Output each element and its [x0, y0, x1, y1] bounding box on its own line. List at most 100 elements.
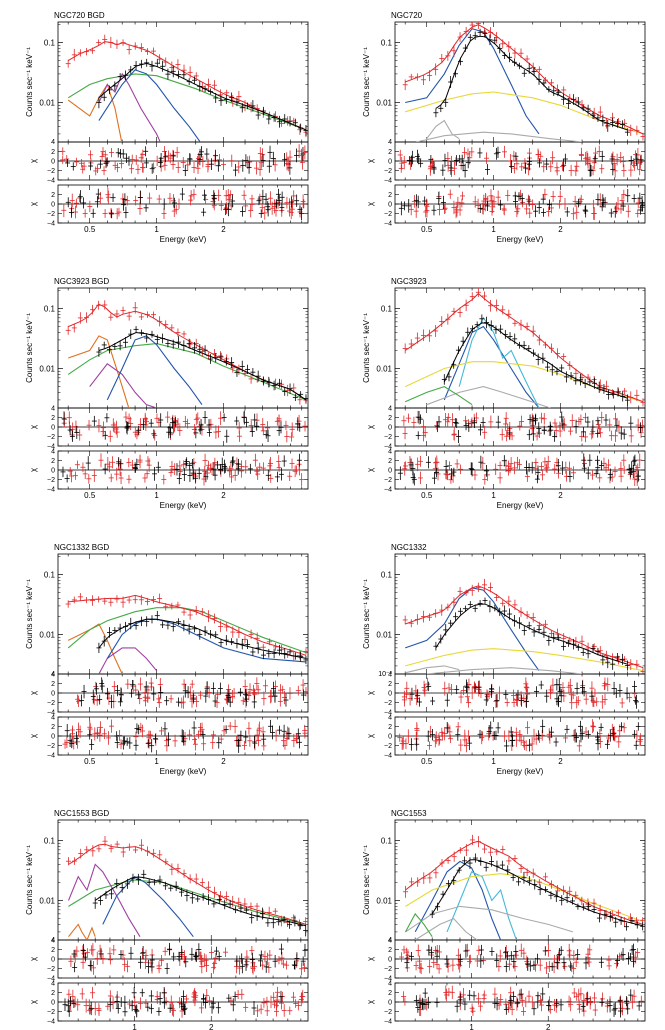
- residual-point: [518, 988, 524, 1000]
- residual-point: [105, 190, 111, 204]
- residual-point: [211, 462, 217, 476]
- residual-point: [502, 730, 508, 742]
- residual-point: [116, 457, 122, 467]
- residual-point: [144, 469, 150, 479]
- residual-point: [94, 196, 100, 208]
- data-series-black: [433, 597, 630, 671]
- residual-point: [162, 946, 168, 956]
- residual-point: [228, 190, 234, 199]
- chi-tick-label: 2: [51, 724, 55, 731]
- residual-point: [157, 992, 163, 1005]
- chi-tick-label: 2: [388, 458, 392, 465]
- residual-point: [129, 154, 135, 165]
- residual-point: [585, 466, 591, 480]
- residual-point: [509, 735, 515, 746]
- data-series-black-point: [606, 389, 612, 400]
- residual-point: [550, 191, 556, 202]
- residual-point: [477, 729, 483, 739]
- residual-point: [526, 195, 532, 207]
- residual-point: [416, 410, 422, 425]
- residual-point: [226, 994, 232, 1003]
- residual-point: [124, 960, 130, 973]
- residual-point: [592, 688, 598, 698]
- residual-point: [547, 686, 553, 700]
- residual-point: [227, 721, 233, 731]
- data-series-red-point: [615, 909, 621, 916]
- model-components: [65, 34, 308, 142]
- residual-point: [64, 474, 70, 483]
- residual-point: [161, 208, 167, 220]
- residual-point: [595, 429, 601, 438]
- residual-point: [226, 194, 232, 205]
- residual-point: [436, 945, 442, 959]
- residual-point: [620, 947, 626, 961]
- residual-point: [521, 947, 527, 959]
- residual-point: [424, 199, 430, 214]
- residual-point: [417, 455, 423, 467]
- residual-point: [215, 1001, 221, 1014]
- residual-point: [497, 686, 503, 700]
- residual-point: [296, 414, 302, 428]
- residual-point: [99, 679, 105, 693]
- chi-axis-label: χ: [29, 467, 38, 472]
- residual-point: [401, 415, 407, 426]
- data-series-red-point: [433, 324, 439, 337]
- data-series-red-point: [622, 387, 628, 395]
- residual-point: [451, 200, 457, 215]
- residual-point: [448, 684, 454, 696]
- residual-point: [637, 155, 643, 169]
- residual-point: [192, 994, 198, 1007]
- residual-point: [535, 730, 541, 741]
- residual-point: [609, 153, 615, 165]
- residual-point: [197, 425, 203, 435]
- data-series-red-point: [628, 124, 634, 136]
- residual-point: [299, 473, 305, 487]
- residual-point: [73, 420, 79, 433]
- residual-2: 20−2−4χ: [366, 188, 645, 228]
- residual-point: [611, 731, 617, 741]
- residual-point: [569, 696, 575, 710]
- y-tick-label: 0.01: [39, 365, 55, 374]
- residual-point: [276, 463, 282, 472]
- residual-point: [114, 426, 120, 438]
- residual-point: [567, 470, 573, 483]
- data-series-red-point: [408, 73, 414, 80]
- residual-point: [427, 959, 433, 974]
- residual-point: [191, 693, 197, 703]
- residual-point: [73, 198, 79, 208]
- residual-point: [537, 959, 543, 971]
- residual-point: [599, 411, 605, 424]
- residual-point: [439, 731, 445, 741]
- chi-tick-label: −2: [384, 477, 392, 484]
- model-components: [402, 578, 645, 674]
- residual-point: [513, 945, 519, 958]
- residual-point: [175, 418, 181, 430]
- residual-point: [299, 207, 305, 221]
- residual-point: [68, 996, 74, 1006]
- residual-point: [499, 428, 505, 441]
- residual-point: [179, 945, 185, 960]
- residual-point: [217, 464, 223, 475]
- residual-point: [401, 945, 407, 955]
- data-series-black-point: [133, 621, 139, 630]
- data-series-red-point: [469, 22, 475, 30]
- residual-point: [413, 194, 419, 207]
- data-series-red-point: [138, 594, 144, 605]
- residual-point: [524, 955, 530, 968]
- data-series-black-point: [457, 607, 463, 615]
- x-tick-label: 2: [558, 757, 563, 766]
- data-series-black-point: [563, 371, 569, 383]
- residual-point: [177, 425, 183, 436]
- chi-tick-label: 0: [51, 691, 55, 698]
- residual-point: [472, 469, 478, 481]
- residual-point: [88, 150, 94, 160]
- residual-point: [430, 728, 436, 741]
- data-series-black-point: [249, 911, 255, 924]
- residual-point: [183, 956, 189, 968]
- residual-point: [588, 165, 594, 177]
- residual-point: [509, 160, 515, 173]
- residual-1: 420−2−4χ: [29, 938, 308, 983]
- residual-point: [633, 696, 639, 705]
